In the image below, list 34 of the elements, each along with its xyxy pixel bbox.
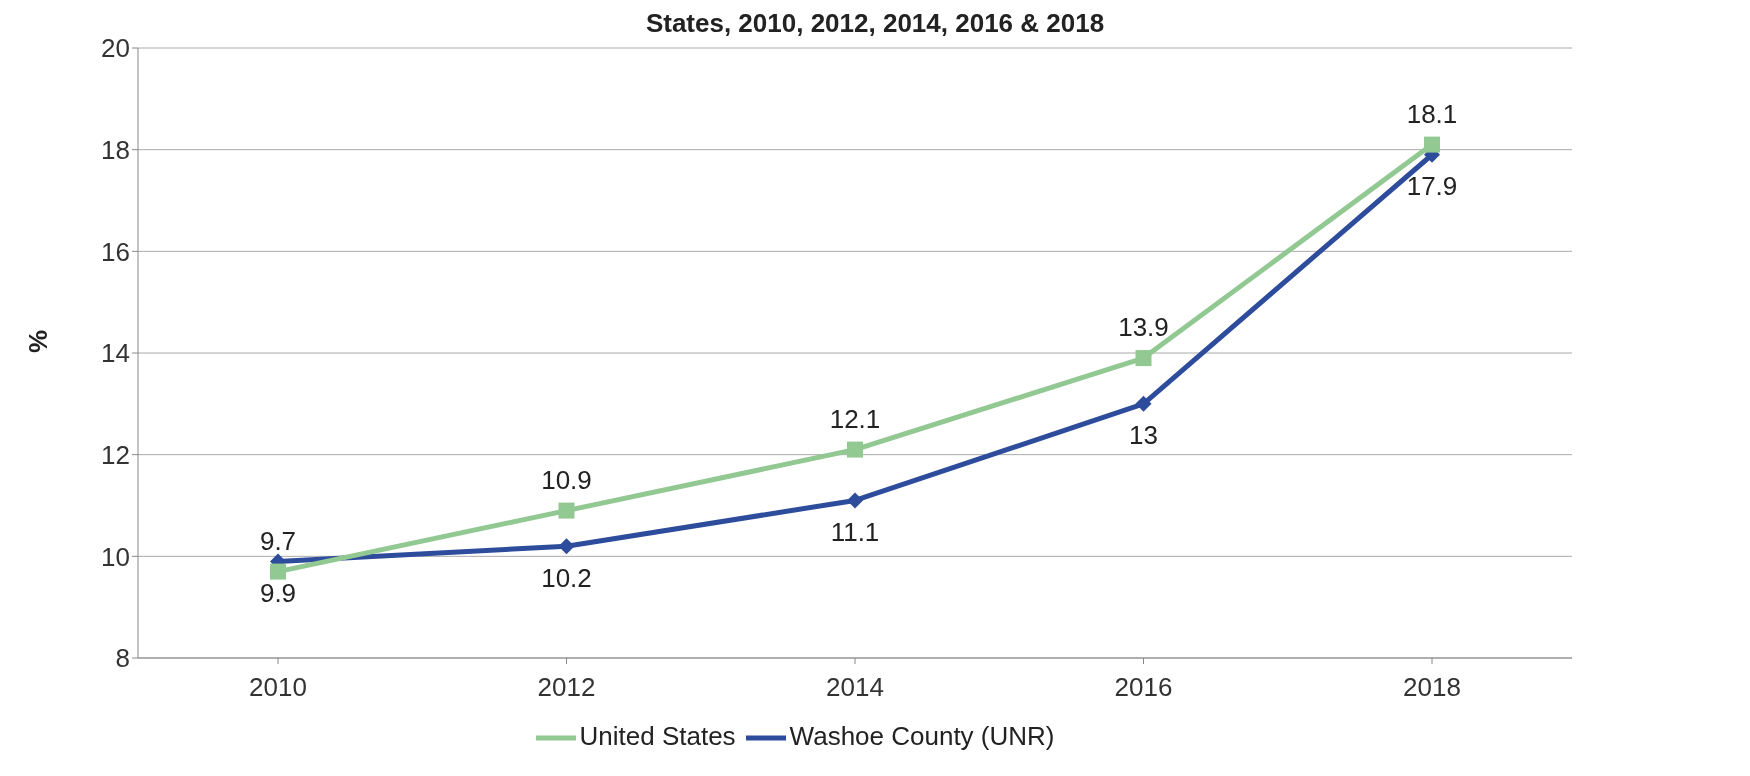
point	[1135, 395, 1152, 412]
legend-label: Washoe County (UNR)	[789, 720, 1055, 751]
x-tick-label: 2018	[1403, 672, 1461, 703]
x-tick-label: 2016	[1114, 672, 1173, 703]
point	[847, 492, 863, 509]
y-axis-title: %	[23, 329, 54, 353]
point	[1135, 350, 1152, 367]
x-tick-label: 2012	[537, 672, 596, 703]
data-label: 18.1	[1406, 98, 1458, 129]
data-label: 13.9	[1118, 312, 1169, 343]
chart-title: States, 2010, 2012, 2014, 2016 & 2018	[645, 8, 1105, 38]
data-label: 17.9	[1406, 171, 1458, 202]
data-label: 13	[1129, 420, 1158, 451]
data-label: 12.1	[829, 403, 881, 434]
y-tick-label: 20	[101, 33, 130, 64]
y-tick-label: 16	[101, 236, 130, 267]
point	[270, 563, 286, 580]
data-label: 11.1	[830, 516, 880, 547]
data-label: 10.2	[541, 562, 592, 593]
point	[558, 538, 575, 555]
point	[558, 502, 575, 519]
data-label: 9.7	[259, 525, 297, 556]
point	[1424, 136, 1440, 153]
legend-label: United States	[579, 720, 736, 751]
y-tick-label: 8	[115, 643, 130, 674]
y-tick-label: 14	[101, 338, 130, 369]
y-tick-label: 18	[101, 134, 130, 165]
point	[847, 441, 863, 458]
data-label: 10.9	[541, 464, 592, 495]
y-tick-label: 10	[101, 541, 130, 572]
x-tick-label: 2010	[249, 672, 307, 703]
x-tick-label: 2014	[826, 672, 884, 703]
data-label: 9.9	[259, 577, 297, 608]
y-tick-label: 12	[101, 439, 130, 470]
